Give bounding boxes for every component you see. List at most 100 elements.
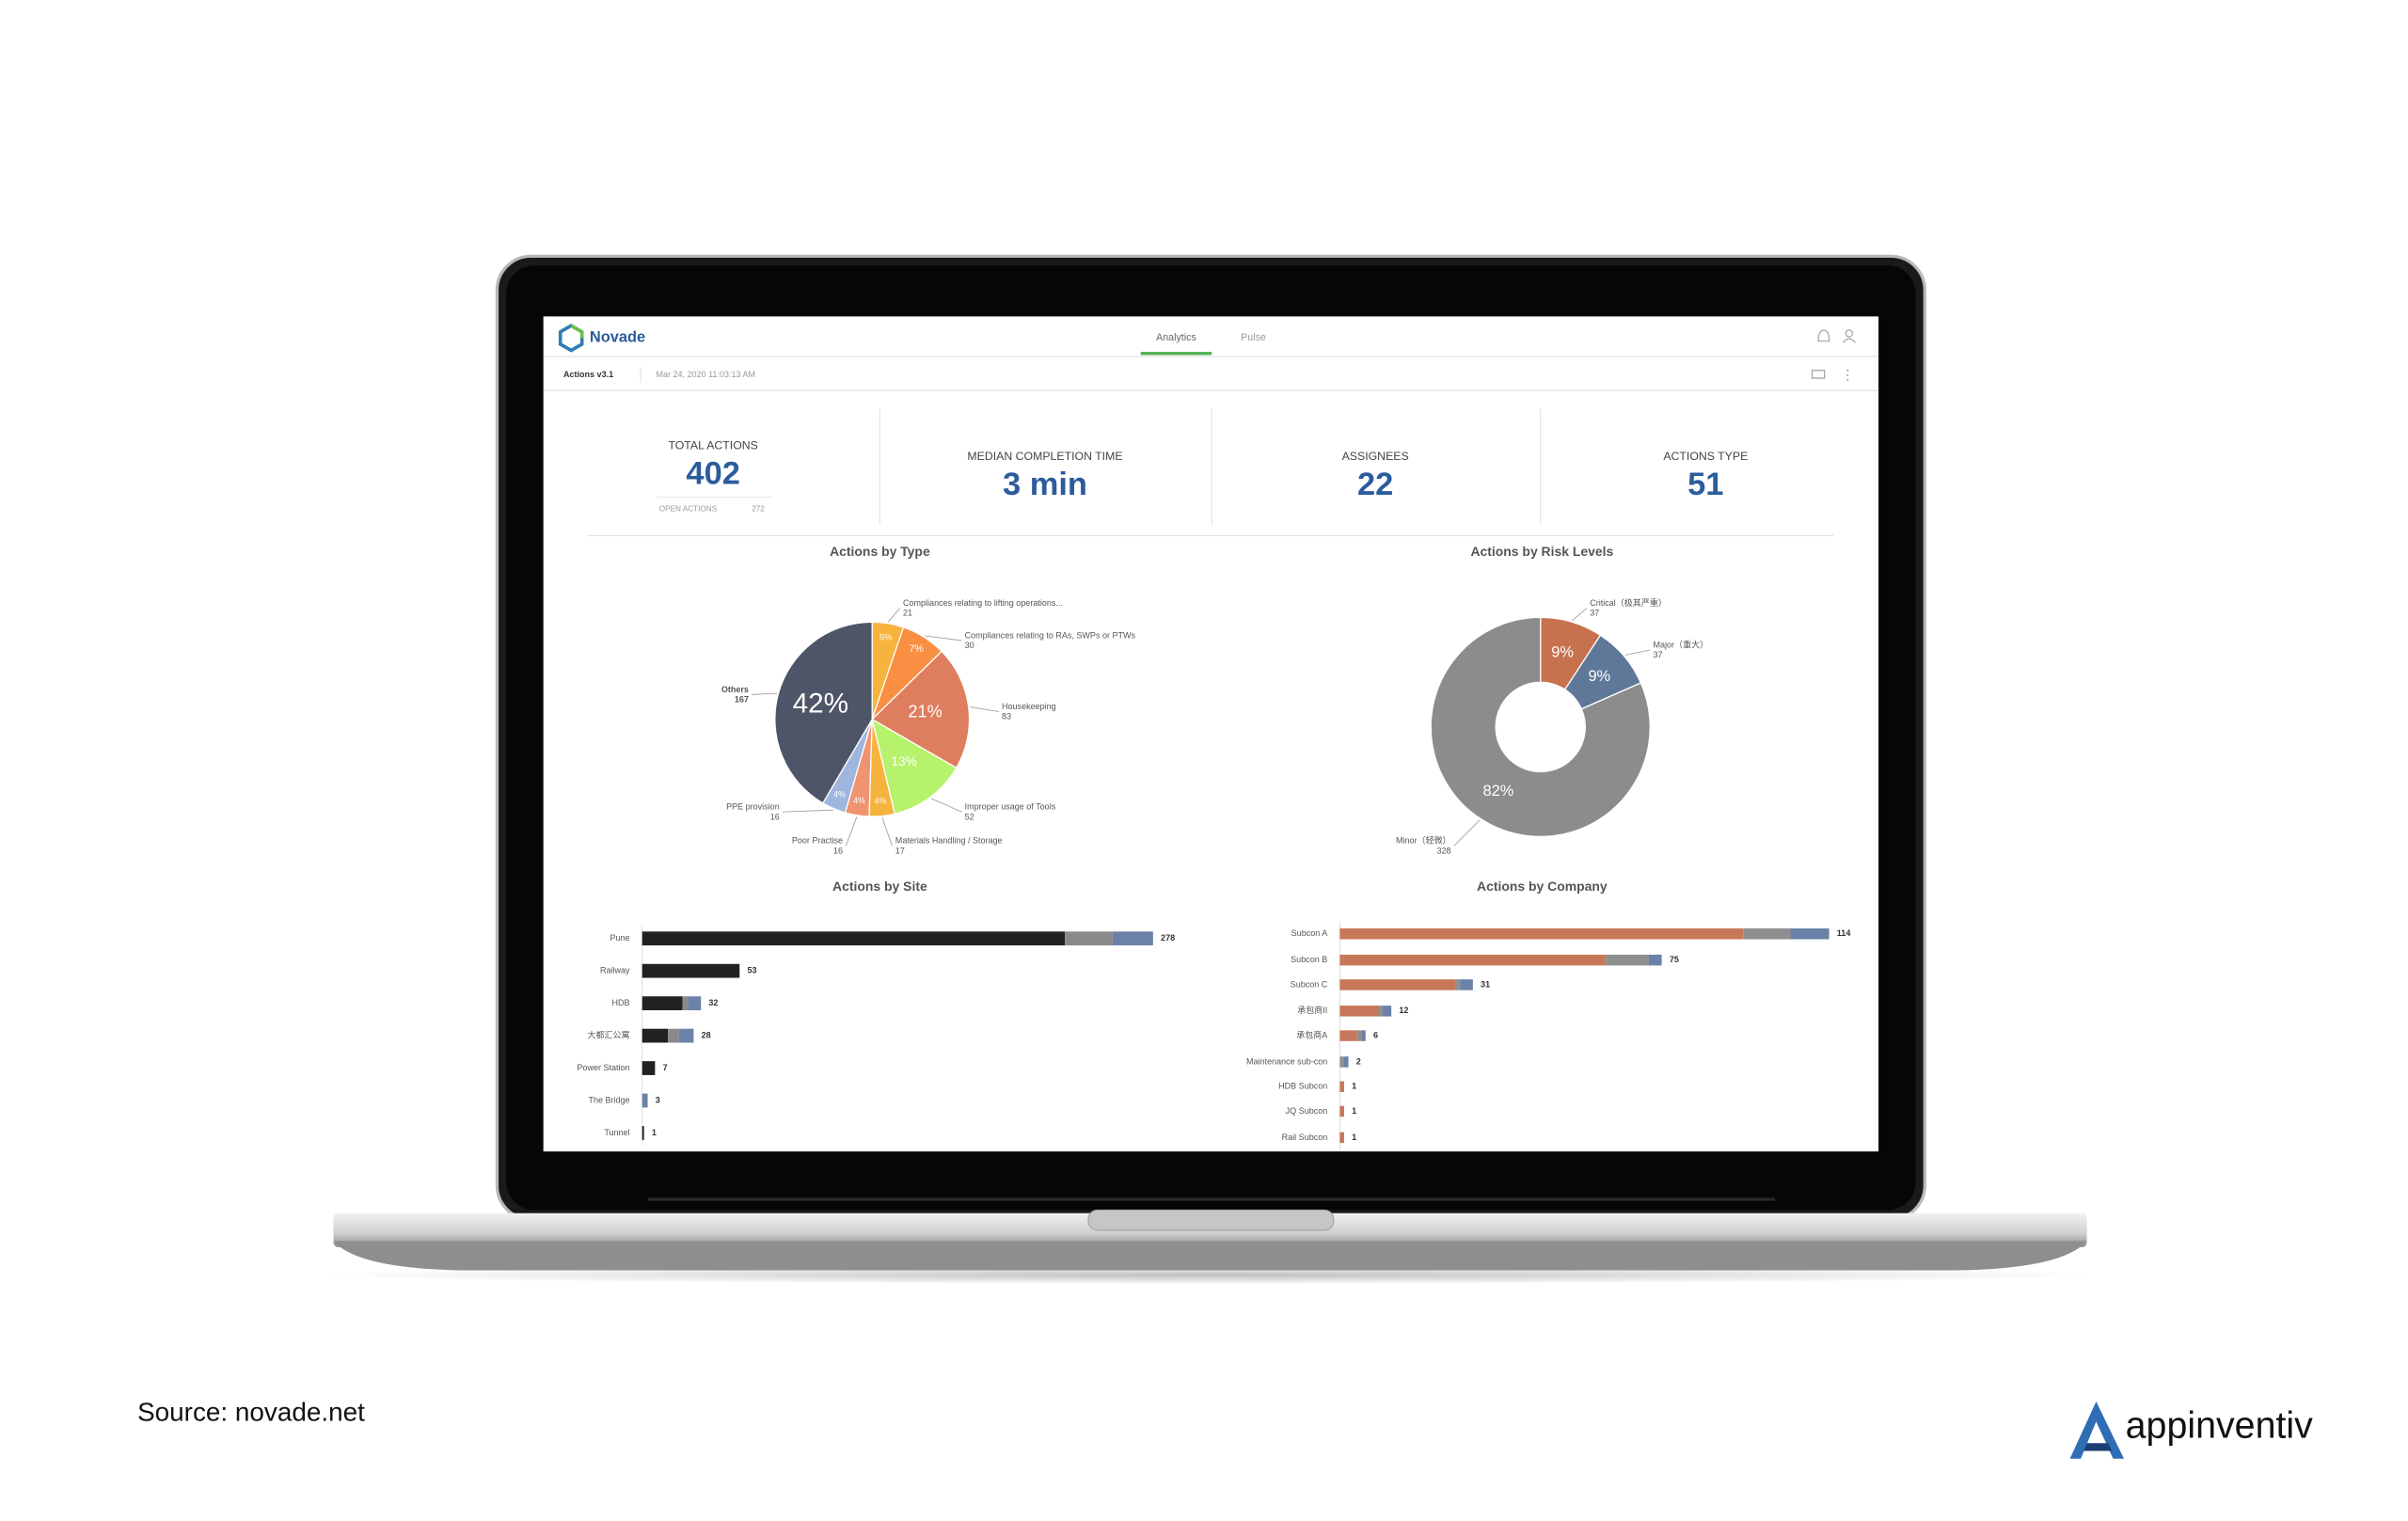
bar-segment [1455,979,1461,990]
slice-value: 30 [965,641,974,650]
total-label: 28 [702,1030,711,1039]
bar-segment [642,1061,656,1075]
kpi-sub-value: 272 [752,505,765,514]
kpi-value: 22 [1357,467,1393,502]
percent-label: 82% [1482,783,1513,800]
percent-label: 7% [909,643,924,655]
bar-segment [1339,1056,1344,1068]
category-label: JQ Subcon [1286,1106,1328,1116]
percent-label: 42% [793,689,849,720]
bar-segment [668,1028,679,1043]
leader-line [970,706,999,712]
slice-value: 21 [903,609,912,618]
percent-label: 4% [875,796,887,805]
category-label: HDB Subcon [1278,1082,1327,1091]
bar-segment [1343,1056,1349,1068]
tab[interactable]: Pulse [1241,332,1266,343]
slice-label: Critical（极其严重） [1590,597,1667,608]
bar-segment [1112,931,1153,946]
kpi-sub-label: OPEN ACTIONS [659,505,718,514]
source-note: Source: novade.net [137,1397,365,1426]
slice-label: Compliances relating to lifting operatio… [903,598,1063,608]
percent-label: 5% [879,632,893,642]
pie-slice [871,650,971,769]
category-label: Railway [600,966,630,975]
bar-segment [1339,1132,1344,1144]
bar-segment [642,1126,644,1140]
logo-mark [2069,1401,2125,1459]
bar-segment [1339,1030,1357,1041]
slice-label: Others [721,685,749,694]
slice-label: Housekeeping [1002,702,1056,711]
bar-segment [642,1093,648,1108]
bar-segment [1378,1006,1384,1017]
total-label: 1 [1352,1106,1356,1116]
chart-title: Actions by Risk Levels [1470,544,1613,559]
bar-segment [1065,931,1113,946]
slice-value: 52 [965,812,974,821]
bar-segment [682,996,689,1011]
total-label: 114 [1837,928,1851,938]
logo-accent [570,324,584,339]
bar-segment [642,931,1066,946]
category-label: 大都汇公寓 [587,1029,629,1039]
leader-line [925,635,962,642]
total-label: 31 [1481,979,1490,989]
slice-label: Minor（轻微） [1396,835,1451,846]
brand-name: Novade [590,329,645,346]
category-label: 承包商II [1297,1005,1327,1015]
bar-segment [688,996,702,1011]
category-label: Pune [610,933,630,943]
kpi-label: ACTIONS TYPE [1663,450,1748,463]
laptop-base-edge [333,1241,2087,1271]
bar-segment [1356,1030,1362,1041]
tab[interactable]: Analytics [1156,332,1196,343]
percent-label: 4% [853,796,865,805]
leader-line [930,798,962,813]
bar-segment [1460,979,1473,990]
total-label: 2 [1356,1056,1361,1066]
percent-label: 21% [909,702,943,721]
bar-segment [1361,1030,1366,1041]
brand-logo[interactable]: Novade [558,324,645,353]
bar-segment [1339,979,1456,990]
user-icon[interactable] [1842,329,1856,343]
bar-segment [1339,1006,1379,1017]
report-timestamp: Mar 24, 2020 11:03:13 AM [656,370,755,379]
percent-label: 9% [1588,668,1610,685]
keyboard-icon[interactable] [1811,370,1826,379]
kpi-label: MEDIAN COMPLETION TIME [967,450,1122,463]
logo-mark-bar [2083,1443,2112,1451]
category-label: Power Station [577,1063,629,1072]
active-tab-indicator [1140,352,1212,356]
slice-value: 16 [770,812,780,821]
total-label: 6 [1373,1030,1378,1039]
chart-title: Actions by Type [830,544,930,559]
leader-line [752,692,777,695]
bar-segment [642,996,683,1011]
total-label: 32 [708,998,718,1007]
bar-segment [1339,928,1744,940]
screen [543,316,1879,1152]
leader-line [881,817,893,847]
total-label: 3 [656,1095,660,1104]
slice-label: PPE provision [726,802,780,812]
bar-segment [1648,954,1662,966]
category-label: HDB [612,998,630,1007]
category-label: Maintenance sub-con [1246,1056,1327,1066]
bar-segment [1383,1006,1392,1017]
bar-segment [1606,954,1649,966]
leader-line [888,608,901,623]
menu-icon[interactable] [1846,369,1849,381]
bell-icon[interactable] [1817,329,1830,342]
slice-value: 17 [895,846,905,855]
leader-line [845,816,858,847]
kpi-label: TOTAL ACTIONS [668,438,757,452]
leader-line [1572,608,1588,621]
slice-value: 37 [1654,650,1663,659]
slice-label: Materials Handling / Storage [895,836,1003,846]
slice-label: Compliances relating to RAs, SWPs or PTW… [965,630,1136,640]
total-label: 1 [1352,1133,1356,1142]
bar-segment [1790,928,1830,940]
